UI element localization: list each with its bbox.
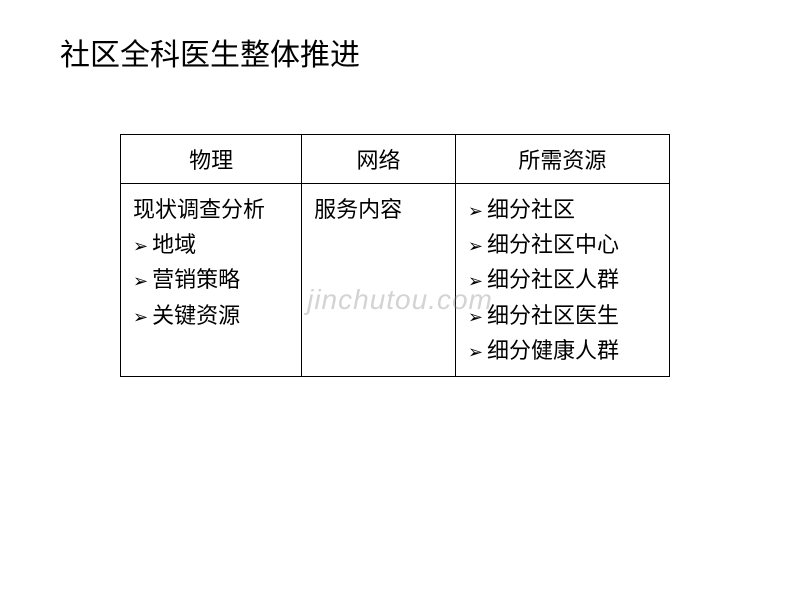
page-title: 社区全科医生整体推进 — [60, 30, 750, 74]
body-cell-1: 现状调查分析 地域 营销策略 关键资源 — [121, 184, 302, 377]
cell1-bullet-2: 营销策略 — [133, 262, 289, 297]
cell3-bullet-3: 细分社区人群 — [468, 262, 657, 297]
cell3-bullet-5: 细分健康人群 — [468, 333, 657, 368]
body-cell-3: 细分社区 细分社区中心 细分社区人群 细分社区医生 细分健康人群 — [455, 184, 669, 377]
cell3-bullet-4: 细分社区医生 — [468, 298, 657, 333]
cell2-plain: 服务内容 — [314, 192, 443, 227]
body-cell-2: 服务内容 — [302, 184, 456, 377]
header-cell-2: 网络 — [302, 135, 456, 184]
cell1-bullet-1: 地域 — [133, 227, 289, 262]
table-body-row: 现状调查分析 地域 营销策略 关键资源 服务内容 细分社区 细分社区中心 细分社… — [121, 184, 670, 377]
cell1-bullet-3: 关键资源 — [133, 298, 289, 333]
main-table: 物理 网络 所需资源 现状调查分析 地域 营销策略 关键资源 服务内容 — [120, 134, 670, 377]
cell3-bullet-1: 细分社区 — [468, 192, 657, 227]
cell1-plain: 现状调查分析 — [133, 192, 289, 227]
cell3-bullet-2: 细分社区中心 — [468, 227, 657, 262]
slide-container: 社区全科医生整体推进 物理 网络 所需资源 现状调查分析 地域 营销策略 关键资… — [0, 0, 800, 600]
header-cell-1: 物理 — [121, 135, 302, 184]
table-header-row: 物理 网络 所需资源 — [121, 135, 670, 184]
table-wrapper: 物理 网络 所需资源 现状调查分析 地域 营销策略 关键资源 服务内容 — [120, 134, 670, 377]
header-cell-3: 所需资源 — [455, 135, 669, 184]
